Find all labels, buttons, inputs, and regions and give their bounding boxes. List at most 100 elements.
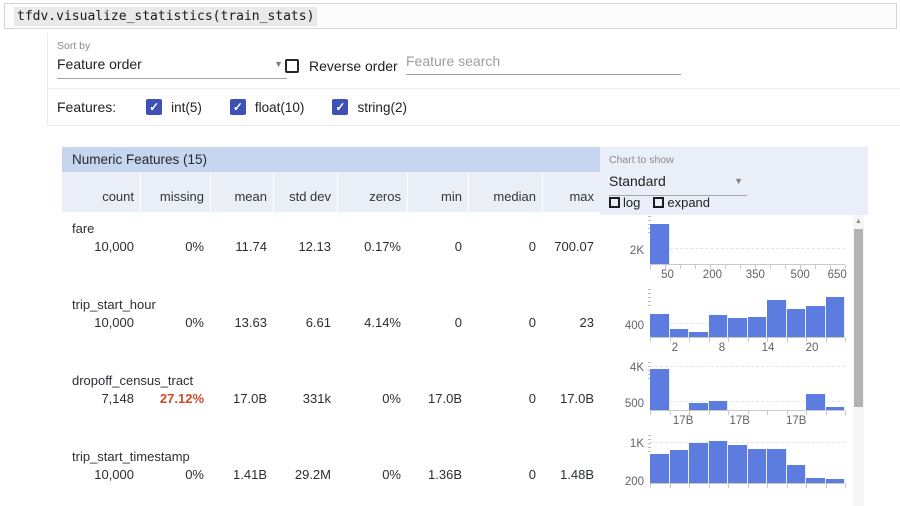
feature-name: trip_start_timestamp [72, 449, 190, 464]
x-tick [825, 411, 827, 415]
stat-value: 23 [579, 315, 594, 330]
reverse-order-checkbox[interactable] [285, 59, 299, 73]
histogram-bar [786, 309, 806, 337]
histogram-bar [806, 477, 826, 483]
log-label: log [623, 195, 641, 210]
sort-by-label: Sort by [57, 40, 91, 52]
expand-checkbox[interactable] [653, 197, 665, 208]
x-tick [800, 265, 801, 269]
code-cell[interactable]: tfdv.visualize_statistics(train_stats) [4, 3, 897, 29]
x-tick [689, 411, 690, 415]
x-tick [665, 265, 666, 269]
x-tick [650, 484, 651, 488]
controls-bar: Sort by Feature order ▼ Reverse order Fe… [47, 33, 900, 126]
table-row: trip_start_timestamp 10,000 0% 1.41B 29.2M 0%… [62, 440, 600, 506]
histogram-bar [747, 316, 767, 337]
chart-to-show-select[interactable]: Standard ▼ [609, 173, 747, 196]
chart-to-show-label: Chart to show [609, 154, 674, 166]
feature-name: trip_start_hour [72, 297, 156, 312]
chevron-down-icon[interactable]: ▼ [274, 59, 283, 69]
x-tick [747, 338, 749, 342]
y-axis-labels: 400 [600, 292, 644, 338]
x-tick [689, 484, 690, 488]
x-tick-label: 2 [671, 342, 679, 354]
stat-values: 10,000 0% 11.74 12.13 0.17% 0 0 700.07 [62, 239, 600, 254]
stat-value: 0% [382, 467, 401, 482]
feature-search [406, 49, 681, 75]
expand-label: expand [667, 195, 711, 210]
y-axis-labels: 4K 500 [600, 362, 644, 411]
histogram-bar [728, 317, 748, 337]
column-header: median [468, 172, 542, 212]
y-tick-label: 200 [624, 475, 644, 488]
sort-by-select[interactable]: Sort by Feature order ▼ [57, 40, 287, 79]
x-tick [767, 484, 768, 488]
scrollbar[interactable]: ▲ [853, 215, 864, 506]
feature-type-checkbox[interactable]: ✓ [146, 99, 163, 115]
stat-values: 7,148 27.12% 17.0B 331k 0% 17.0B 0 17.0B [62, 391, 600, 406]
column-header: min [407, 172, 468, 212]
histogram-bar [689, 402, 709, 410]
feature-type-item: ✓ string(2) [332, 99, 407, 115]
stat-value: 1.41B [233, 467, 267, 482]
feature-type-checkbox[interactable]: ✓ [229, 99, 246, 115]
feature-search-input[interactable] [406, 49, 681, 75]
x-tick [708, 338, 710, 342]
plot-area [648, 216, 846, 269]
x-tick [680, 265, 681, 269]
stat-value: 0% [185, 315, 204, 330]
scrollbar-thumb[interactable] [854, 229, 863, 407]
stat-value: 0 [528, 315, 536, 330]
x-tick [770, 265, 771, 269]
histogram-bar [806, 306, 826, 337]
stat-value: 0% [185, 467, 204, 482]
x-tick [845, 484, 846, 488]
feature-type-checkbox[interactable]: ✓ [332, 99, 349, 115]
y-tick-label: 400 [624, 319, 644, 332]
table-row: trip_start_hour 10,000 0% 13.63 6.61 4.14% 0 0 2… [62, 288, 600, 364]
x-tick [815, 265, 816, 269]
x-tick [767, 338, 768, 342]
x-tick-label: 14 [761, 342, 775, 354]
x-tick [650, 338, 651, 342]
x-tick [708, 411, 710, 415]
histogram-bar [747, 448, 767, 483]
column-header: mean [210, 172, 273, 212]
y-axis-labels: 1K 200 [600, 438, 644, 488]
x-tick [845, 265, 846, 269]
gridline [650, 401, 845, 403]
x-tick [786, 484, 788, 488]
histogram-bar [767, 448, 787, 483]
x-tick-label: 17B [729, 415, 750, 427]
reverse-order-control: Reverse order [285, 58, 398, 74]
feature-type-label: string(2) [357, 99, 407, 115]
histogram-bar [708, 441, 728, 483]
x-tick [669, 484, 671, 488]
histogram-bar [728, 444, 748, 483]
x-tick [830, 265, 831, 269]
plot-area [648, 362, 846, 415]
x-tick [669, 411, 671, 415]
feature-type-label: int(5) [171, 99, 202, 115]
feature-type-list: ✓ int(5) ✓ float(10) ✓ string(2) [146, 99, 435, 115]
scroll-up-icon[interactable]: ▲ [855, 218, 862, 225]
log-checkbox[interactable] [609, 197, 620, 208]
histogram-bar [689, 443, 709, 483]
stat-value: 1.48B [560, 467, 594, 482]
stat-value: 0 [454, 239, 462, 254]
chevron-down-icon[interactable]: ▼ [734, 176, 743, 186]
column-header: count [102, 189, 134, 204]
features-row: Features: ✓ int(5) ✓ float(10) ✓ string(2) [48, 89, 900, 125]
stat-value: 0 [528, 239, 536, 254]
histogram-bar [689, 331, 709, 337]
y-tick-label: 4K [629, 362, 644, 375]
x-tick [806, 484, 807, 488]
x-tick [689, 338, 690, 342]
stat-value: 1.36B [428, 467, 462, 482]
x-axis-labels [650, 488, 845, 504]
table-row: fare 10,000 0% 11.74 12.13 0.17% 0 0 700.07 [62, 212, 600, 288]
x-tick [747, 411, 749, 415]
stat-value: 27.12% [159, 391, 204, 406]
sort-by-value: Feature order [57, 56, 142, 72]
code-text: tfdv.visualize_statistics(train_stats) [14, 7, 318, 26]
